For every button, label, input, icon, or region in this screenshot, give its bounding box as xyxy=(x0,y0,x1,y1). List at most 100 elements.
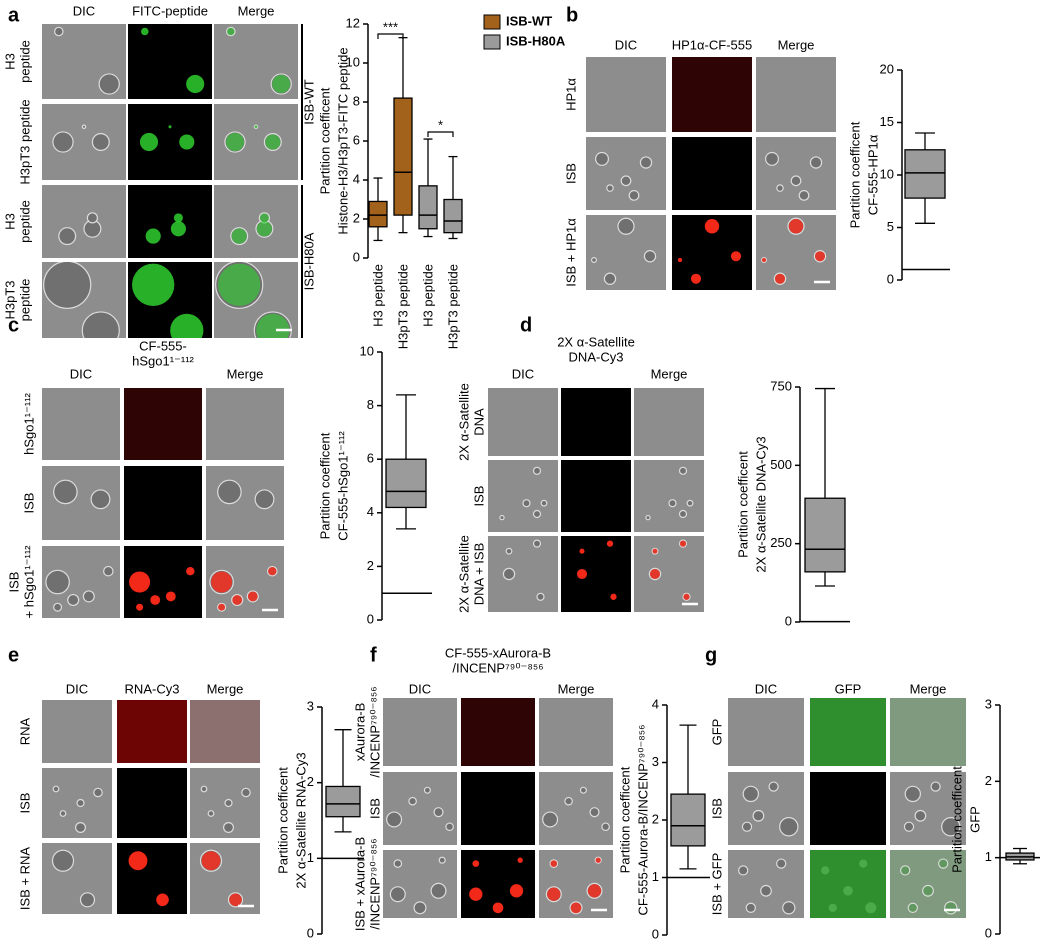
y-tick-label: 2 xyxy=(985,773,992,788)
droplet-signal xyxy=(828,903,837,912)
column-header: CF-555- xyxy=(139,338,187,353)
x-tick-label: H3 peptide xyxy=(420,264,435,327)
droplet xyxy=(678,509,688,519)
column-header: DIC xyxy=(755,681,777,696)
y-tick-label: 8 xyxy=(353,93,360,108)
row-label: ISB xyxy=(709,798,724,819)
y-tick-label: 12 xyxy=(346,15,360,30)
droplet xyxy=(798,189,810,201)
significance-bracket xyxy=(427,131,454,137)
box xyxy=(670,793,706,847)
droplet-signal xyxy=(469,887,483,901)
droplet xyxy=(52,131,74,153)
micrograph-bg xyxy=(383,698,457,766)
droplet xyxy=(601,822,610,832)
micrograph xyxy=(42,185,126,258)
micrograph-bg xyxy=(206,388,284,460)
y-tick-label: 2 xyxy=(307,774,314,789)
droplet-signal xyxy=(865,902,877,914)
panel-letter: g xyxy=(705,644,717,666)
micrograph-bg xyxy=(461,698,535,766)
droplet xyxy=(502,567,516,581)
row-label: DNA + ISB xyxy=(471,543,486,606)
row-label: ISB xyxy=(563,163,578,184)
droplet xyxy=(53,26,64,37)
micrograph xyxy=(561,536,631,612)
micrograph xyxy=(561,388,631,456)
box xyxy=(418,185,438,230)
droplet xyxy=(914,809,927,822)
column-header: RNA-Cy3 xyxy=(125,681,180,696)
droplet xyxy=(430,882,447,899)
droplet-signal xyxy=(156,893,169,907)
micrograph-bg xyxy=(672,137,752,210)
micrograph xyxy=(488,460,558,532)
row-label: ISB xyxy=(367,798,382,819)
micrograph-bg xyxy=(42,843,112,914)
column-header: hSgo1¹⁻¹¹² xyxy=(132,353,194,368)
y-axis-label: CF-555-HP1α xyxy=(865,134,880,215)
micrograph xyxy=(214,24,298,99)
x-tick-label: H3pT3 peptide xyxy=(395,264,410,349)
column-header: DIC xyxy=(73,3,95,18)
droplet xyxy=(438,856,446,864)
droplet xyxy=(542,811,559,828)
micrograph xyxy=(117,700,187,763)
droplet xyxy=(91,133,110,152)
droplet-signal xyxy=(256,313,290,338)
y-tick-label: 5 xyxy=(887,219,894,234)
droplet-signal xyxy=(788,219,804,234)
droplet-signal xyxy=(272,74,291,94)
micrograph-bg xyxy=(42,388,120,460)
micrograph-bg xyxy=(561,536,631,612)
y-tick-label: 4 xyxy=(353,171,360,186)
micrograph xyxy=(728,772,804,845)
micrograph-bg xyxy=(488,460,558,532)
column-header: 2X α-Satellite xyxy=(557,334,635,349)
y-tick-label: 4 xyxy=(367,504,374,519)
micrograph-bg xyxy=(190,700,260,763)
y-axis-label: CF-555-Aurora-B/INCENP⁷⁹⁰⁻⁸⁵⁶ xyxy=(635,725,650,916)
micrograph xyxy=(461,850,535,918)
row-label: peptide xyxy=(17,40,32,83)
droplet xyxy=(536,592,545,601)
droplet-signal xyxy=(168,125,172,129)
column-header: DIC xyxy=(409,681,431,696)
y-axis-label: 2X α-Satellite DNA-Cy3 xyxy=(753,436,768,572)
micrograph xyxy=(42,466,120,540)
droplet xyxy=(752,809,765,822)
droplet-signal xyxy=(908,903,917,912)
column-header: CF-555-xAurora-B xyxy=(445,645,551,660)
droplet xyxy=(768,781,779,792)
droplet xyxy=(81,124,87,130)
droplet-signal xyxy=(165,591,176,602)
row-label: H3pT3 peptide xyxy=(17,99,32,184)
y-axis-label: Partition coefficent xyxy=(317,432,332,539)
panel-letter: f xyxy=(370,644,377,666)
droplet-signal xyxy=(259,213,269,223)
significance-bracket xyxy=(377,33,404,39)
micrograph-bg xyxy=(42,185,126,258)
micrograph xyxy=(728,850,804,918)
column-header: HP1α-CF-555 xyxy=(672,37,752,52)
droplet xyxy=(639,156,653,169)
micrograph-bg xyxy=(117,768,187,838)
y-tick-label: 6 xyxy=(353,132,360,147)
micrograph-bg xyxy=(756,57,836,132)
y-axis-label: Partition coefficent xyxy=(735,451,750,558)
y-tick-label: 0 xyxy=(367,611,374,626)
micrograph xyxy=(634,536,704,612)
micrograph xyxy=(42,546,120,618)
y-tick-label: 3 xyxy=(307,698,314,713)
droplet xyxy=(76,798,85,808)
droplet xyxy=(645,514,651,521)
micrograph-bg xyxy=(190,843,260,914)
row-label: + hSgo1¹⁻¹¹² xyxy=(21,545,36,619)
micrograph xyxy=(810,698,886,766)
y-tick-label: 750 xyxy=(770,378,792,393)
micrograph xyxy=(561,460,631,532)
droplet xyxy=(93,787,103,798)
droplet-signal xyxy=(211,571,233,593)
row-label: H3 xyxy=(2,53,17,70)
droplet-signal xyxy=(232,595,243,605)
